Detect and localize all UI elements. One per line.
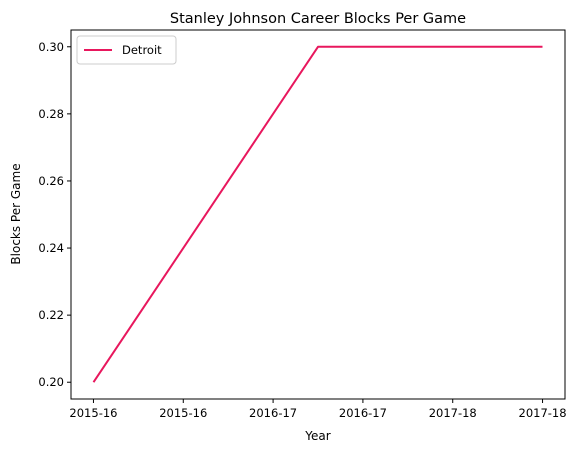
x-axis: 2015-16 2015-16 2016-17 2016-17 2017-18 2017-… [69, 399, 567, 420]
plot-area [70, 29, 566, 400]
x-axis-label: Year [304, 429, 330, 443]
series-line [92, 45, 543, 383]
chart-title: Stanley Johnson Career Blocks Per Game [170, 11, 466, 27]
legend: Detroit [76, 35, 177, 65]
legend-box [76, 35, 177, 65]
y-tick-label: 0.26 [38, 174, 64, 188]
y-tick-label: 0.28 [38, 107, 64, 121]
y-tick-label: 0.24 [38, 241, 64, 255]
series-layer [92, 45, 543, 383]
x-tick-label: 2015-16 [159, 406, 207, 420]
x-tick-label: 2016-17 [249, 406, 297, 420]
y-axis-label: Blocks Per Game [9, 163, 23, 264]
x-tick-label: 2016-17 [339, 406, 387, 420]
legend-label: Detroit [122, 43, 162, 57]
y-tick-label: 0.30 [38, 40, 64, 54]
y-axis: 0.20 0.22 0.24 0.26 0.28 0.30 [38, 40, 71, 389]
y-tick-label: 0.20 [38, 375, 64, 389]
x-tick-label: 2017-18 [519, 406, 567, 420]
x-tick-label: 2017-18 [429, 406, 477, 420]
y-tick-label: 0.22 [38, 308, 64, 322]
x-tick-label: 2015-16 [69, 406, 117, 420]
